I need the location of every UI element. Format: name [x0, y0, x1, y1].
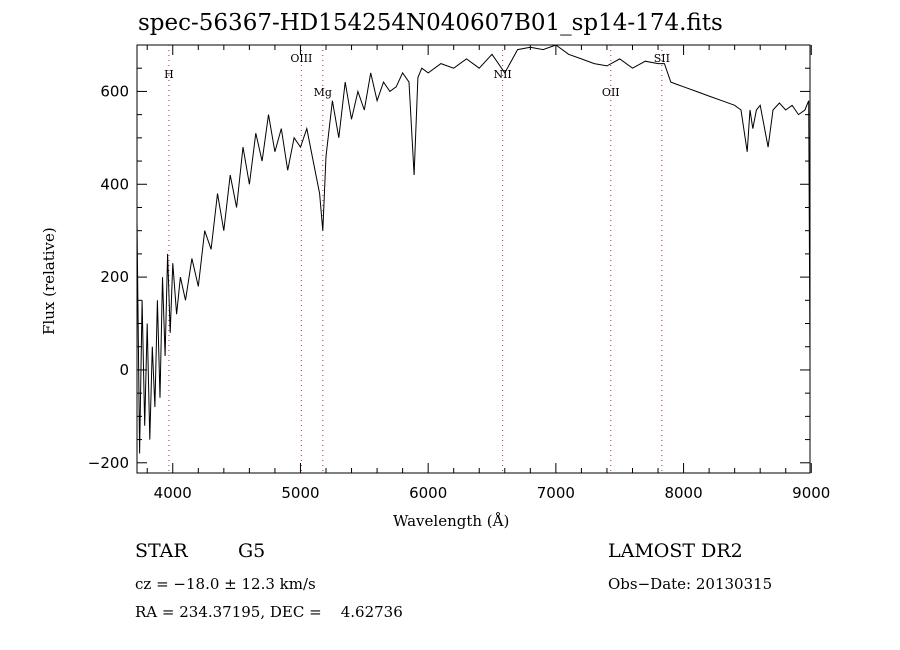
survey-label: LAMOST DR2	[608, 540, 743, 562]
spectral-line-label: NII	[493, 68, 511, 81]
chart-title: spec-56367-HD154254N040607B01_sp14-174.f…	[138, 10, 723, 36]
y-tick-label: 200	[100, 268, 129, 286]
y-tick-label: 0	[119, 361, 129, 379]
x-tick-label: 9000	[792, 484, 830, 502]
y-axis-label: Flux (relative)	[40, 227, 58, 335]
x-tick-label: 8000	[664, 484, 702, 502]
redshift-text: cz = −18.0 ± 12.3 km/s	[135, 575, 316, 593]
object-class: STAR	[135, 540, 188, 562]
coordinates-text: RA = 234.37195, DEC = 4.62736	[135, 603, 403, 621]
spectral-line-label: Mg	[314, 86, 332, 99]
y-tick-label: 600	[100, 82, 129, 100]
spectrum-line	[137, 45, 810, 454]
spectral-line-label: OII	[602, 86, 620, 99]
y-tick-label: −200	[88, 454, 129, 472]
x-tick-label: 4000	[154, 484, 192, 502]
x-axis-label: Wavelength (Å)	[393, 512, 510, 530]
object-subclass: G5	[238, 540, 266, 562]
spectral-line-label: SII	[654, 52, 670, 65]
x-tick-label: 6000	[409, 484, 447, 502]
x-tick-label: 5000	[281, 484, 319, 502]
x-tick-label: 7000	[537, 484, 575, 502]
y-tick-label: 400	[100, 175, 129, 193]
obs-date-text: Obs−Date: 20130315	[608, 575, 773, 593]
plot-frame	[136, 44, 811, 474]
spectral-line-label: OIII	[290, 52, 312, 65]
spectral-line-label: H	[164, 68, 174, 81]
